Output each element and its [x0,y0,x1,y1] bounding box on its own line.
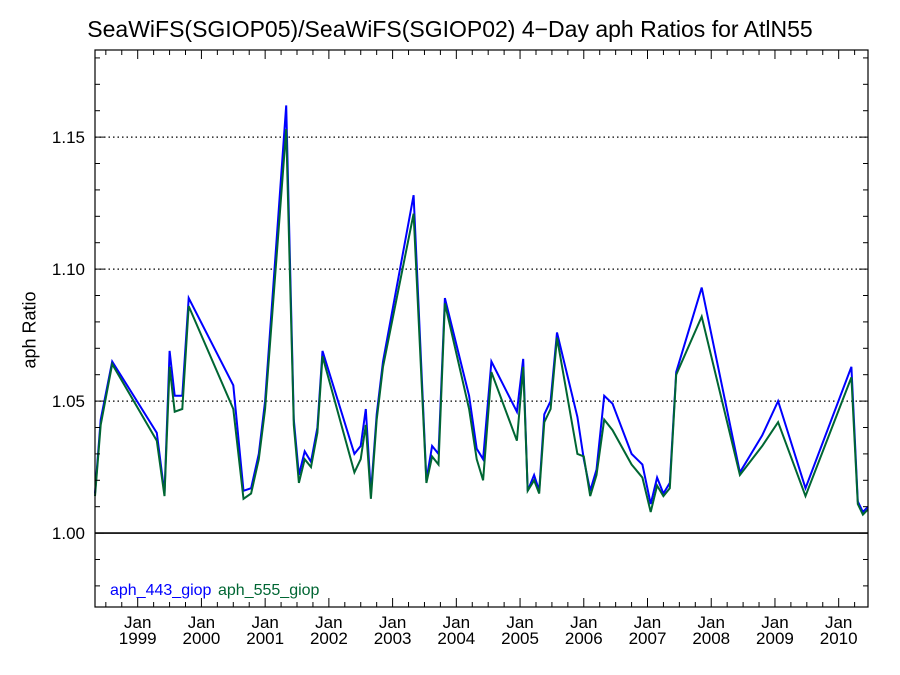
x-tick-label-year: 2010 [820,629,858,648]
x-tick-label-year: 1999 [119,629,157,648]
x-tick-label-year: 2002 [310,629,348,648]
x-tick-label-month: Jan [379,613,406,632]
chart-title: SeaWiFS(SGIOP05)/SeaWiFS(SGIOP02) 4−Day … [87,16,813,42]
x-tick-label-month: Jan [825,613,852,632]
x-tick-label-year: 2006 [565,629,603,648]
x-tick-label-month: Jan [251,613,278,632]
x-tick-label-month: Jan [698,613,725,632]
x-tick-label-month: Jan [506,613,533,632]
x-tick-label-month: Jan [124,613,151,632]
series-line-aph_555_giop [94,129,869,517]
legend-entry-aph-443: aph_443_giop [110,582,212,599]
x-tick-label-year: 2000 [183,629,221,648]
x-tick-label-year: 2001 [246,629,284,648]
x-tick-label-month: Jan [634,613,661,632]
y-tick-label: 1.00 [52,524,85,543]
x-tick-label-year: 2005 [501,629,539,648]
y-tick-label: 1.10 [52,260,85,279]
legend-entry-aph-555: aph_555_giop [218,582,320,599]
y-tick-label: 1.15 [52,128,85,147]
x-tick-label-year: 2004 [437,629,475,648]
y-tick-label: 1.05 [52,392,85,411]
series-line-aph_443_giop [94,105,869,514]
x-tick-label-year: 2009 [756,629,794,648]
x-tick-label-month: Jan [443,613,470,632]
x-tick-label-month: Jan [761,613,788,632]
x-tick-label-month: Jan [315,613,342,632]
plot-frame [94,49,869,608]
x-tick-label-year: 2008 [692,629,730,648]
x-tick-label-month: Jan [188,613,215,632]
x-tick-label-year: 2007 [629,629,667,648]
x-tick-label-year: 2003 [374,629,412,648]
x-tick-label-month: Jan [570,613,597,632]
